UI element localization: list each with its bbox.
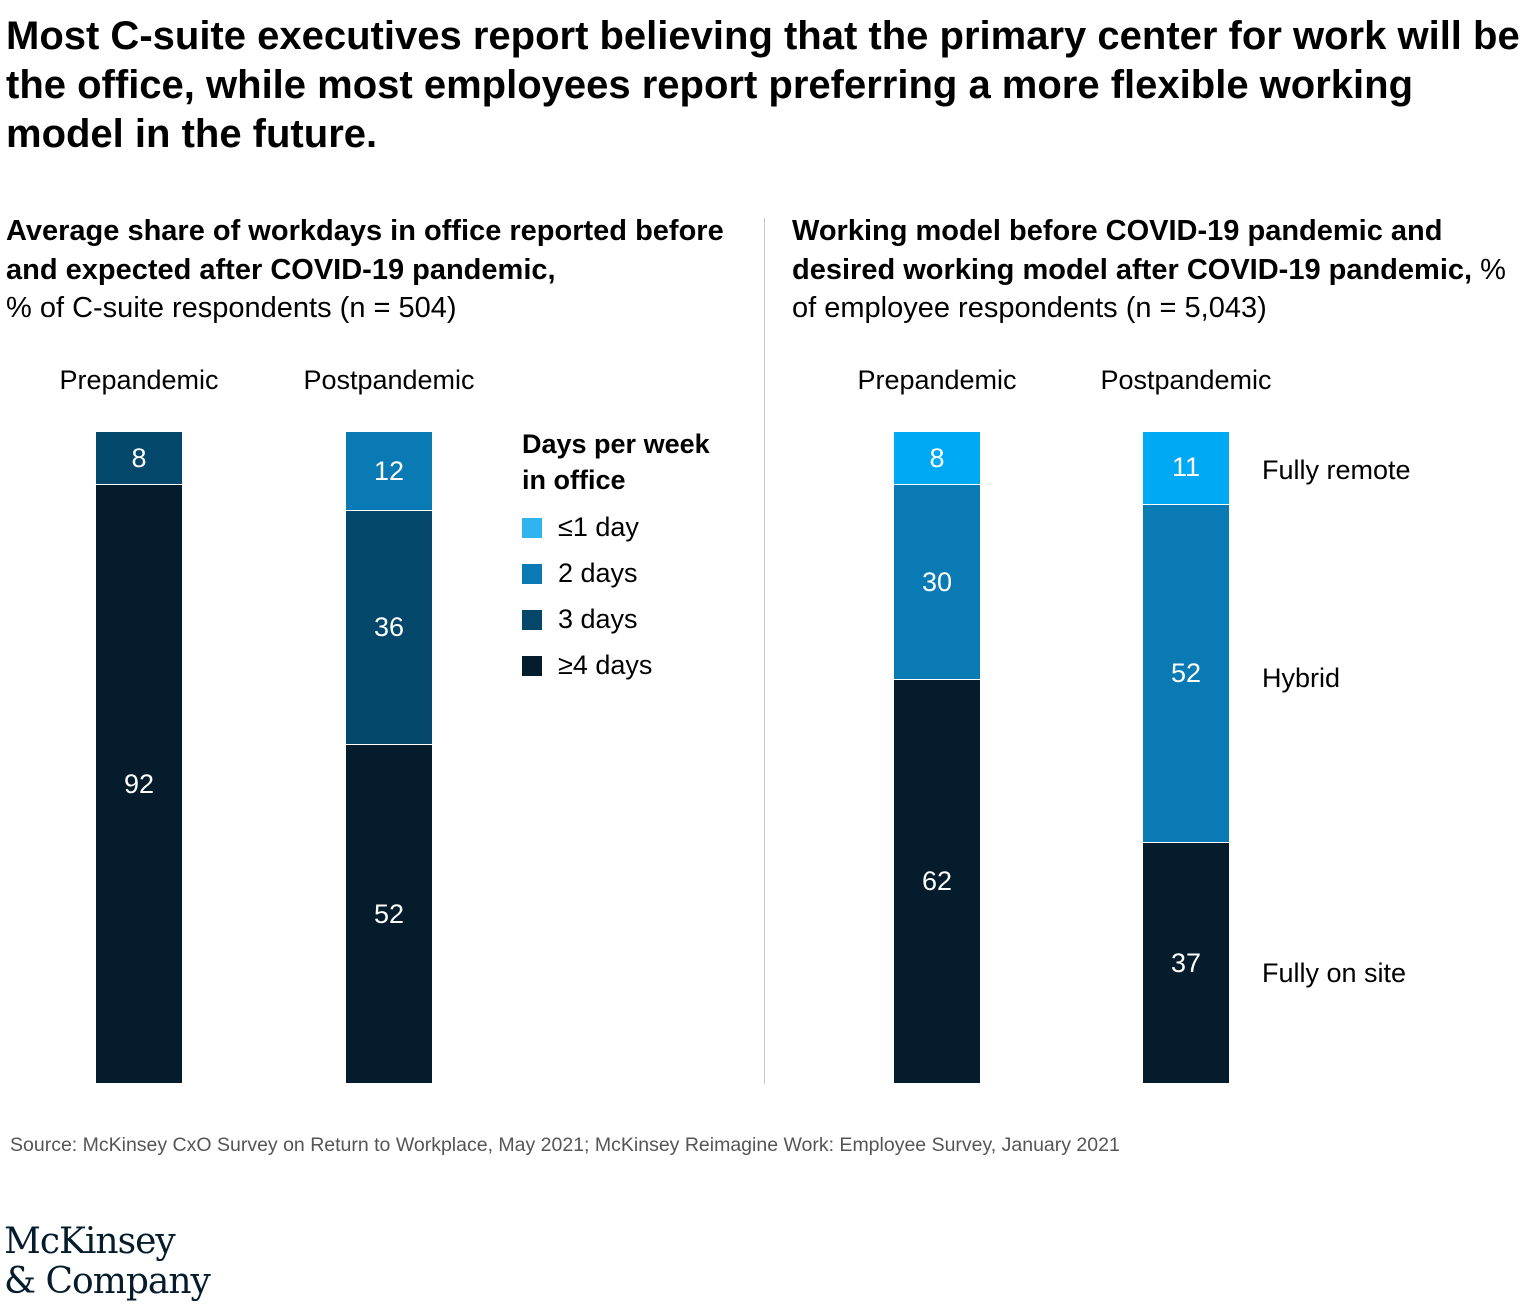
right-bar-prepandemic-fully-remote: 8 [894, 432, 980, 485]
legend-label-2days: 2 days [558, 558, 638, 588]
legend-title: Days per week in office [522, 426, 732, 498]
left-data-label: 12 [373, 455, 405, 486]
legend-swatch-3days [522, 609, 542, 630]
legend-item-2days: 2 days [522, 558, 638, 589]
left-panel-title: Average share of workdays in office repo… [6, 212, 746, 328]
right-category-label-postpandemic: Postpandemic [1100, 365, 1272, 395]
series-label-fully-remote: Fully remote [1262, 455, 1411, 485]
right-panel-title: Working model before COVID-19 pandemic a… [792, 212, 1532, 328]
left-panel-title-regular: % of C-suite respondents (n = 504) [6, 292, 457, 324]
right-data-label: 52 [1170, 657, 1202, 688]
left-panel-title-bold: Average share of workdays in office repo… [6, 215, 724, 286]
left-data-label: 8 [131, 442, 147, 473]
right-bar-postpandemic-fully-on-site: 37 [1143, 842, 1229, 1083]
left-data-label: 92 [123, 768, 155, 799]
left-bar-postpandemic--4-days: 52 [346, 744, 432, 1083]
right-bar-prepandemic-hybrid: 30 [894, 484, 980, 680]
legend-label-3days: 3 days [558, 604, 638, 634]
right-bar-postpandemic-hybrid: 52 [1143, 503, 1229, 843]
right-data-label: 11 [1171, 452, 1201, 483]
logo-line2: & Company [4, 1261, 211, 1302]
left-bar-postpandemic-2-days: 12 [346, 432, 432, 511]
right-data-label: 8 [929, 442, 945, 473]
legend-swatch-le1 [522, 517, 542, 538]
legend-swatch-2days [522, 563, 542, 584]
right-panel-title-regular: % of employee respondents (n = 5,043) [792, 253, 1506, 325]
right-panel-title-bold: Working model before COVID-19 pandemic a… [792, 215, 1473, 286]
legend-item-3days: 3 days [522, 604, 638, 635]
legend-item-le1: ≤1 day [522, 512, 639, 543]
panel-divider [764, 218, 765, 1084]
series-label-fully-on-site: Fully on site [1262, 958, 1407, 988]
left-category-label-postpandemic: Postpandemic [303, 365, 475, 395]
left-data-label: 36 [373, 612, 405, 643]
left-bar-prepandemic--4-days: 92 [96, 484, 182, 1083]
right-data-label: 37 [1170, 947, 1202, 978]
legend-title-text: Days per week in office [522, 429, 710, 495]
right-bar-postpandemic-fully-remote: 11 [1143, 432, 1229, 504]
right-bar-prepandemic-fully-on-site: 62 [894, 679, 980, 1083]
right-category-label-prepandemic: Prepandemic [857, 365, 1017, 395]
legend-item-ge4: ≥4 days [522, 650, 652, 681]
left-bar-postpandemic-3-days: 36 [346, 510, 432, 745]
logo-line1: McKinsey [4, 1221, 176, 1262]
legend-label-le1: ≤1 day [558, 512, 639, 542]
left-category-label-prepandemic: Prepandemic [59, 365, 219, 395]
left-data-label: 52 [373, 898, 405, 929]
source-note: Source: McKinsey CxO Survey on Return to… [10, 1134, 1120, 1156]
right-data-label: 62 [921, 866, 953, 897]
mckinsey-logo: McKinsey & Company [4, 1221, 211, 1302]
legend-swatch-ge4 [522, 655, 542, 676]
chart-title: Most C-suite executives report believing… [6, 14, 1520, 156]
right-data-label: 30 [921, 566, 953, 597]
legend-label-ge4: ≥4 days [558, 650, 653, 680]
left-bar-prepandemic-3-days: 8 [96, 432, 182, 485]
series-label-hybrid: Hybrid [1262, 663, 1341, 693]
